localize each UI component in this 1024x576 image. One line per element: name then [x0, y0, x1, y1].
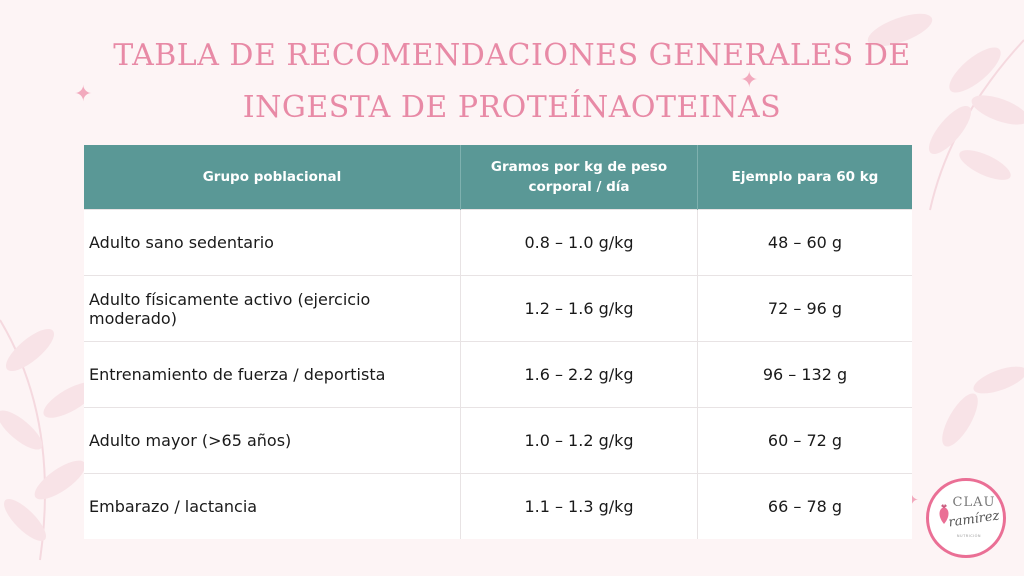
cell-grams: 1.0 – 1.2 g/kg — [460, 407, 698, 474]
table-row: Entrenamiento de fuerza / deportista 1.6… — [84, 341, 912, 408]
cell-example: 72 – 96 g — [697, 275, 912, 342]
logo-text-top: CLAU — [952, 495, 996, 510]
cell-grams: 1.2 – 1.6 g/kg — [460, 275, 698, 342]
cell-example: 48 – 60 g — [697, 209, 912, 276]
sparkle-icon: ✦ — [740, 68, 759, 93]
protein-recommendation-table: Grupo poblacional Gramos por kg de peso … — [84, 145, 912, 539]
cell-group: Adulto físicamente activo (ejercicio mod… — [84, 275, 461, 342]
column-header-example: Ejemplo para 60 kg — [697, 145, 912, 210]
brand-logo: CLAU ramírez NUTRICIÓN — [926, 478, 1006, 558]
cell-group: Adulto sano sedentario — [84, 209, 461, 276]
cell-example: 96 – 132 g — [697, 341, 912, 408]
page-title: TABLA DE RECOMENDACIONES GENERALES DE IN… — [113, 38, 911, 125]
cell-group: Embarazo / lactancia — [84, 473, 461, 539]
logo-text-bottom: ramírez — [947, 508, 1001, 531]
strawberry-icon — [939, 504, 949, 524]
column-header-group: Grupo poblacional — [84, 145, 461, 210]
table-row: Adulto mayor (>65 años) 1.0 – 1.2 g/kg 6… — [84, 407, 912, 474]
cell-example: 66 – 78 g — [697, 473, 912, 539]
cell-example: 60 – 72 g — [697, 407, 912, 474]
column-header-grams: Gramos por kg de peso corporal / día — [460, 145, 698, 210]
cell-group: Adulto mayor (>65 años) — [84, 407, 461, 474]
sparkle-icon: ✦ — [74, 82, 93, 107]
table-row: Adulto sano sedentario 0.8 – 1.0 g/kg 48… — [84, 209, 912, 276]
table-row: Embarazo / lactancia 1.1 – 1.3 g/kg 66 –… — [84, 473, 912, 539]
cell-grams: 1.6 – 2.2 g/kg — [460, 341, 698, 408]
cell-grams: 0.8 – 1.0 g/kg — [460, 209, 698, 276]
cell-group: Entrenamiento de fuerza / deportista — [84, 341, 461, 408]
logo-text-sub: NUTRICIÓN — [956, 534, 982, 538]
table-row: Adulto físicamente activo (ejercicio mod… — [84, 275, 912, 342]
cell-grams: 1.1 – 1.3 g/kg — [460, 473, 698, 539]
table-header-row: Grupo poblacional Gramos por kg de peso … — [84, 145, 912, 210]
